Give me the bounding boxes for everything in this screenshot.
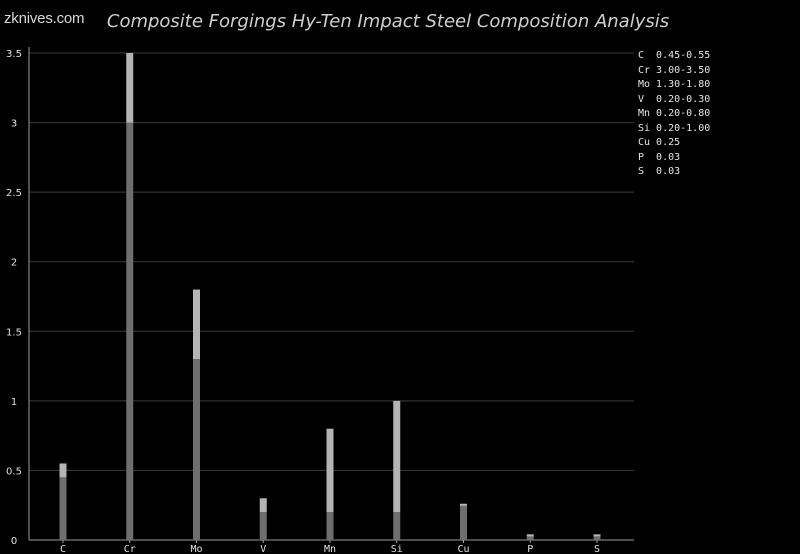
- legend-item-mo: Mo 1.30-1.80: [638, 79, 711, 90]
- legend-item-mn: Mn 0.20-0.80: [638, 108, 711, 119]
- bar-min-P: [526, 535, 534, 540]
- bar-min-Mn: [326, 512, 334, 540]
- x-tick-label-Mo: Mo: [190, 544, 202, 554]
- bar-min-Cr: [126, 122, 134, 541]
- bar-min-Si: [393, 512, 401, 540]
- x-tick-label-C: C: [60, 544, 66, 554]
- legend-item-s: S 0.03: [638, 166, 681, 177]
- y-tick-label: 1: [11, 397, 17, 408]
- legend-item-p: P 0.03: [638, 151, 681, 163]
- bar-min-C: [59, 477, 67, 540]
- legend-item-c: C 0.45-0.55: [638, 50, 711, 61]
- legend-item-v: V 0.20-0.30: [638, 93, 711, 105]
- y-tick-label: 0.5: [6, 466, 22, 477]
- legend-item-si: Si 0.20-1.00: [638, 122, 711, 134]
- legend-item-cr: Cr 3.00-3.50: [638, 64, 711, 76]
- x-tick-label-Si: Si: [391, 544, 403, 554]
- chart-title: Composite Forgings Hy-Ten Impact Steel C…: [106, 11, 670, 32]
- bar-cap-S: [593, 534, 601, 537]
- y-tick-label: 3: [11, 119, 17, 130]
- composition-legend: C 0.45-0.55 Cr 3.00-3.50 Mo 1.30-1.80 V 0.2…: [638, 49, 710, 180]
- y-tick-label: 3.5: [6, 49, 22, 60]
- bar-cap-P: [526, 534, 534, 537]
- x-tick-label-Cu: Cu: [457, 544, 469, 554]
- y-tick-label: 2: [11, 258, 17, 269]
- bar-min-Cu: [460, 505, 467, 540]
- bar-range-Mn: [326, 428, 334, 513]
- bar-min-S: [593, 535, 601, 540]
- bar-range-Si: [393, 400, 401, 513]
- x-tick-label-V: V: [260, 544, 266, 554]
- bar-min-Mo: [193, 359, 200, 540]
- x-tick-label-P: P: [527, 544, 533, 554]
- bar-cap-Cu: [460, 503, 467, 506]
- y-tick-label: 1.5: [6, 327, 22, 338]
- legend-item-cu: Cu 0.25: [638, 137, 681, 148]
- y-tick-label: 2.5: [6, 188, 22, 199]
- bar-range-Mo: [193, 289, 200, 360]
- bar-range-C: [59, 463, 67, 478]
- site-logo[interactable]: zknives.com: [4, 10, 85, 27]
- bar-range-Cr: [126, 53, 134, 123]
- bar-min-V: [259, 512, 267, 540]
- x-tick-label-Cr: Cr: [124, 544, 136, 554]
- y-tick-label: 0: [11, 536, 17, 547]
- bar-range-V: [259, 498, 267, 513]
- x-tick-label-S: S: [594, 544, 600, 554]
- x-tick-label-Mn: Mn: [324, 544, 336, 554]
